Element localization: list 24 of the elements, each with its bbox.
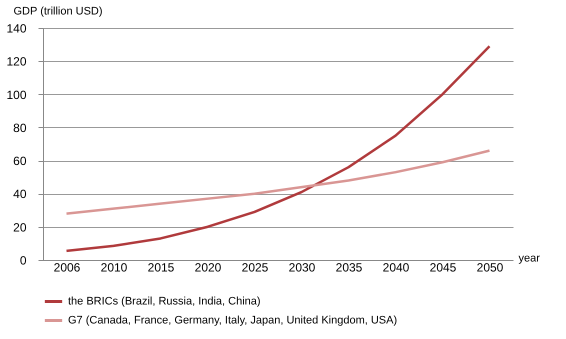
line-series: [65, 44, 491, 252]
x-tick-label: 2030: [288, 260, 316, 274]
x-tick-label: 2040: [382, 260, 410, 274]
y-tick-label: 60: [13, 154, 27, 168]
x-tick-label: 2006: [54, 260, 81, 274]
x-axis-title: year: [518, 252, 540, 264]
y-tick-label: 140: [6, 22, 27, 36]
y-tick-label: 20: [13, 220, 27, 234]
y-tick-label: 100: [6, 88, 27, 102]
x-tick-label: 2015: [148, 260, 175, 274]
y-tick-label: 80: [13, 120, 27, 135]
line-series: [65, 149, 491, 215]
x-tick-label: 2045: [430, 260, 457, 274]
y-tick-label: 0: [20, 254, 27, 268]
x-tick-label: 2050: [476, 260, 504, 274]
y-tick-label: 40: [13, 187, 27, 202]
legend-label: the BRICs (Brazil, Russia, India, China): [68, 296, 261, 308]
y-axis-title: GDP (trillion USD): [14, 6, 103, 18]
x-tick-label: 2025: [242, 260, 269, 274]
x-tick-label: 2010: [100, 260, 128, 274]
legend-label: G7 (Canada, France, Germany, Italy, Japan, United Kingdom, USA): [68, 314, 398, 326]
x-tick-label: 2035: [336, 260, 363, 274]
y-tick-label: 120: [6, 54, 27, 69]
x-tick-label: 2020: [194, 260, 222, 274]
